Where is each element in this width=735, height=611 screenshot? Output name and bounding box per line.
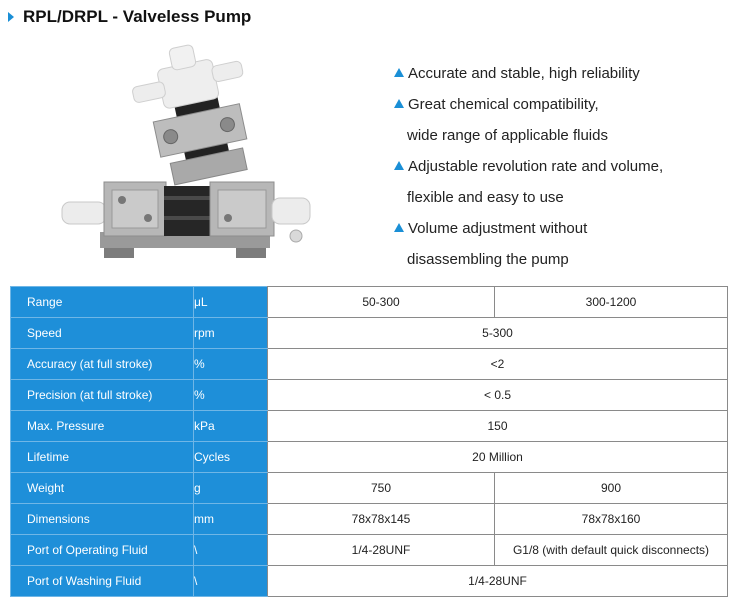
spec-table: Range μL 50-300 300-1200 Speed rpm 5-300… bbox=[10, 286, 728, 597]
page-title: RPL/DRPL - Valveless Pump bbox=[8, 6, 251, 28]
feature-list: Accurate and stable, high reliability Gr… bbox=[394, 58, 724, 275]
row-label: Precision (at full stroke) bbox=[10, 379, 194, 411]
table-row: Lifetime Cycles 20 Million bbox=[10, 441, 728, 473]
row-value: 750 bbox=[267, 472, 495, 504]
row-value: 150 bbox=[267, 410, 728, 442]
feature-item: Adjustable revolution rate and volume, f… bbox=[394, 151, 724, 213]
bullet-triangle-icon bbox=[394, 68, 404, 77]
row-label: Port of Operating Fluid bbox=[10, 534, 194, 566]
row-value: < 0.5 bbox=[267, 379, 728, 411]
row-value: 1/4-28UNF bbox=[267, 534, 495, 566]
row-label: Weight bbox=[10, 472, 194, 504]
page-title-text: RPL/DRPL - Valveless Pump bbox=[23, 7, 252, 26]
row-value: 5-300 bbox=[267, 317, 728, 349]
table-row: Range μL 50-300 300-1200 bbox=[10, 286, 728, 318]
feature-text-continued: wide range of applicable fluids bbox=[407, 127, 608, 144]
row-unit: % bbox=[193, 379, 268, 411]
row-label: Max. Pressure bbox=[10, 410, 194, 442]
row-unit: % bbox=[193, 348, 268, 380]
table-row: Max. Pressure kPa 150 bbox=[10, 410, 728, 442]
table-row: Weight g 750 900 bbox=[10, 472, 728, 504]
row-label: Port of Washing Fluid bbox=[10, 565, 194, 597]
row-unit: Cycles bbox=[193, 441, 268, 473]
bullet-triangle-icon bbox=[394, 223, 404, 232]
feature-text: Volume adjustment without bbox=[408, 220, 588, 237]
row-label: Dimensions bbox=[10, 503, 194, 535]
table-row: Precision (at full stroke) % < 0.5 bbox=[10, 379, 728, 411]
feature-text: Accurate and stable, high reliability bbox=[408, 65, 640, 82]
row-label: Speed bbox=[10, 317, 194, 349]
row-value: <2 bbox=[267, 348, 728, 380]
feature-item: Great chemical compatibility, wide range… bbox=[394, 89, 724, 151]
bullet-triangle-icon bbox=[394, 161, 404, 170]
row-unit: \ bbox=[193, 565, 268, 597]
row-value: 1/4-28UNF bbox=[267, 565, 728, 597]
feature-text: Adjustable revolution rate and volume, bbox=[408, 158, 664, 175]
feature-item: Volume adjustment without disassembling … bbox=[394, 213, 724, 275]
row-value: 78x78x160 bbox=[494, 503, 728, 535]
row-value: 20 Million bbox=[267, 441, 728, 473]
bullet-triangle-icon bbox=[394, 99, 404, 108]
row-value: 50-300 bbox=[267, 286, 495, 318]
feature-item: Accurate and stable, high reliability bbox=[394, 58, 724, 89]
table-row: Port of Operating Fluid \ 1/4-28UNF G1/8… bbox=[10, 534, 728, 566]
row-unit: g bbox=[193, 472, 268, 504]
row-unit: \ bbox=[193, 534, 268, 566]
row-value: 78x78x145 bbox=[267, 503, 495, 535]
table-row: Dimensions mm 78x78x145 78x78x160 bbox=[10, 503, 728, 535]
row-unit: kPa bbox=[193, 410, 268, 442]
pump-product-image bbox=[61, 44, 311, 258]
table-row: Speed rpm 5-300 bbox=[10, 317, 728, 349]
table-row: Accuracy (at full stroke) % <2 bbox=[10, 348, 728, 380]
row-unit: mm bbox=[193, 503, 268, 535]
table-row: Port of Washing Fluid \ 1/4-28UNF bbox=[10, 565, 728, 597]
row-value: 900 bbox=[494, 472, 728, 504]
row-unit: rpm bbox=[193, 317, 268, 349]
row-label: Accuracy (at full stroke) bbox=[10, 348, 194, 380]
row-unit: μL bbox=[193, 286, 268, 318]
row-value: G1/8 (with default quick disconnects) bbox=[494, 534, 728, 566]
row-label: Lifetime bbox=[10, 441, 194, 473]
row-value: 300-1200 bbox=[494, 286, 728, 318]
feature-text: Great chemical compatibility, bbox=[408, 96, 599, 113]
title-marker-icon bbox=[8, 12, 14, 22]
feature-text-continued: flexible and easy to use bbox=[407, 189, 564, 206]
row-label: Range bbox=[10, 286, 194, 318]
feature-text-continued: disassembling the pump bbox=[407, 251, 569, 268]
